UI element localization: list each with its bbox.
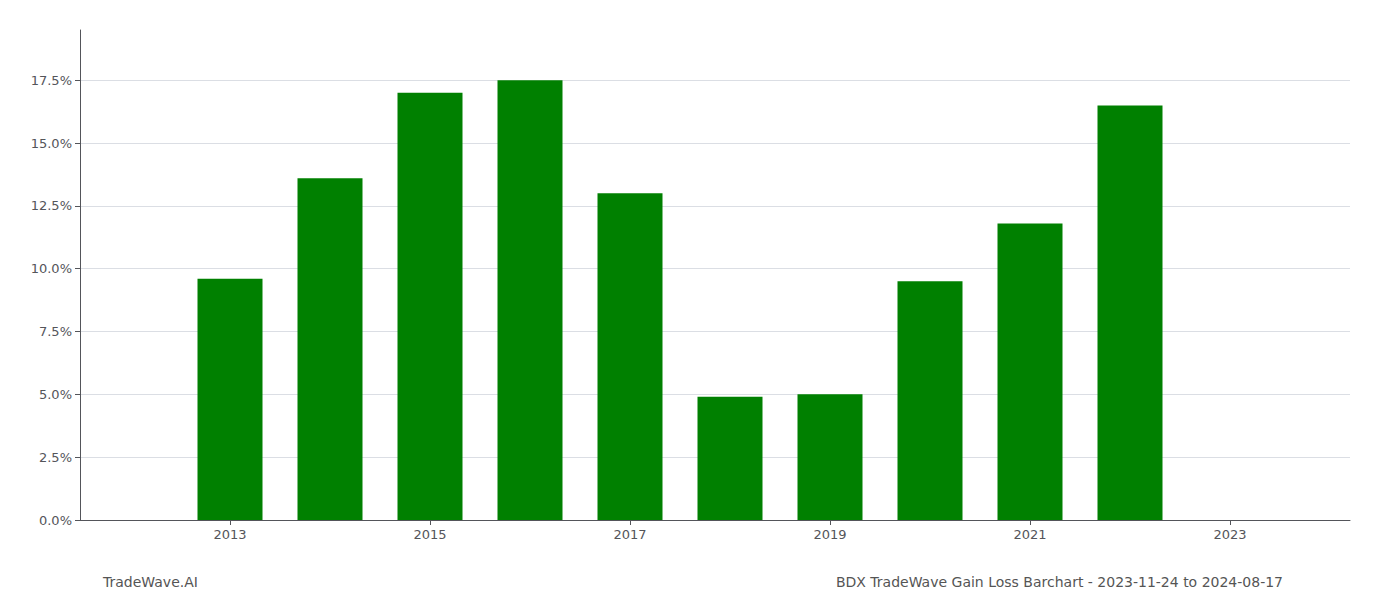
svg-text:2017: 2017 <box>613 527 646 542</box>
svg-text:2015: 2015 <box>413 527 446 542</box>
svg-text:15.0%: 15.0% <box>31 136 72 151</box>
svg-text:0.0%: 0.0% <box>39 513 72 528</box>
svg-text:BDX TradeWave Gain Loss Barcha: BDX TradeWave Gain Loss Barchart - 2023-… <box>836 574 1283 590</box>
svg-text:7.5%: 7.5% <box>39 324 72 339</box>
svg-text:5.0%: 5.0% <box>39 387 72 402</box>
svg-text:17.5%: 17.5% <box>31 73 72 88</box>
svg-text:10.0%: 10.0% <box>31 261 72 276</box>
svg-text:2019: 2019 <box>813 527 846 542</box>
svg-text:2.5%: 2.5% <box>39 450 72 465</box>
svg-text:TradeWave.AI: TradeWave.AI <box>102 574 198 590</box>
svg-text:2023: 2023 <box>1213 527 1246 542</box>
svg-text:2013: 2013 <box>213 527 246 542</box>
svg-text:2021: 2021 <box>1013 527 1046 542</box>
svg-text:12.5%: 12.5% <box>31 198 72 213</box>
